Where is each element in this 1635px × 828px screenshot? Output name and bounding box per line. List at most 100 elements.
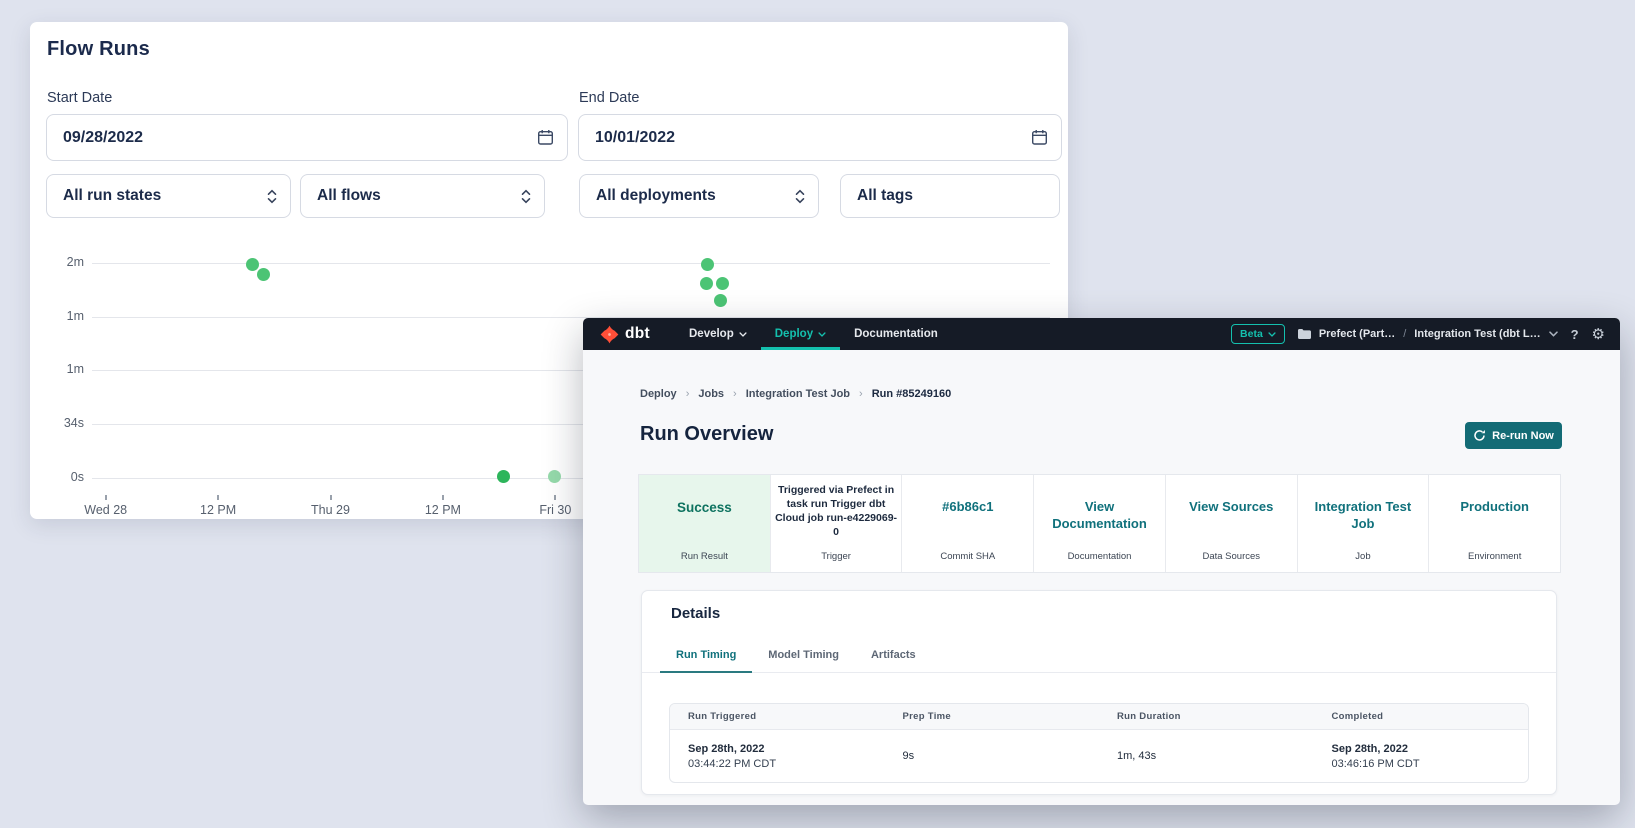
prefect-flow-runs-window: Flow Runs Start Date End Date 09/28/2022… [30,22,1068,519]
navbar-right: Beta Prefect (Part… / Integration Test (… [1231,318,1605,350]
x-axis-tick [217,495,220,500]
summary-caption: Trigger [821,551,851,562]
breadcrumb-separator: › [859,388,863,400]
summary-cell-run-result: Success Run Result [639,475,771,572]
cell-line-1: Sep 28th, 2022 [688,742,765,755]
summary-caption: Commit SHA [940,551,996,562]
filter-label: All flows [317,187,381,204]
cell-value: 1m, 43s [1117,750,1157,762]
tab-run-timing[interactable]: Run Timing [660,639,753,673]
cell-line-2: 03:44:22 PM CDT [688,757,777,770]
nav-label: Documentation [854,328,938,340]
chevron-updown-icon [521,189,531,204]
environment-name: Integration Test (dbt L… [1414,328,1541,340]
chevron-down-icon [1548,331,1558,337]
chart-gridline [92,316,1050,318]
chevron-down-icon [1268,331,1276,337]
details-tabbar: Run Timing Model Timing Artifacts [642,639,1556,673]
flow-run-point[interactable] [246,258,260,272]
rerun-now-button[interactable]: Re-run Now [1465,422,1562,449]
end-date-input[interactable]: 10/01/2022 [578,114,1062,161]
nav-label: Develop [689,328,734,340]
summary-value[interactable]: Production [1460,499,1529,514]
summary-cell-trigger: Triggered via Prefect in task run Trigge… [771,475,903,572]
settings-gear-icon[interactable]: ⚙ [1591,325,1605,343]
summary-value[interactable]: #6b86c1 [942,499,994,514]
flow-run-point[interactable] [547,469,561,483]
nav-label: Deploy [774,328,814,340]
cell-line-1: Sep 28th, 2022 [1331,742,1408,755]
end-date-label: End Date [579,90,640,106]
start-date-label: Start Date [47,90,113,106]
x-axis-label: Wed 28 [84,503,128,517]
summary-value: Success [676,500,732,515]
summary-value[interactable]: Integration Test Job [1314,499,1412,531]
details-title: Details [671,605,721,622]
nav-develop[interactable]: Develop [675,318,761,350]
x-axis-tick [329,495,332,500]
page-title: Run Overview [640,423,774,445]
summary-cell-job: Integration Test Job Job [1298,475,1430,572]
x-axis-tick [441,495,444,500]
help-button[interactable]: ? [1570,326,1579,342]
project-environment-switcher[interactable]: Prefect (Part… / Integration Test (dbt L… [1297,328,1558,340]
summary-value[interactable]: View Sources [1189,499,1274,514]
nav-deploy[interactable]: Deploy [760,318,841,350]
flow-run-point[interactable] [700,258,714,272]
x-axis-label: Thu 29 [311,503,350,517]
chart-gridline [92,370,1050,372]
flow-run-point[interactable] [715,277,729,291]
filter-select-all-deployments[interactable]: All deployments [579,174,819,218]
filter-label: All tags [857,187,913,204]
chevron-down-icon [818,331,826,337]
filter-select-all-tags[interactable]: All tags [840,174,1060,218]
refresh-icon [1473,429,1486,442]
filter-label: All deployments [596,187,716,204]
dbt-logo-text: dbt [625,325,650,342]
y-axis-label: 34s [63,416,84,431]
nav-documentation[interactable]: Documentation [840,318,952,350]
summary-cell-commit-sha: #6b86c1 Commit SHA [902,475,1035,572]
end-date-value: 10/01/2022 [595,128,676,146]
summary-value: Triggered via Prefect in task run Trigge… [775,484,898,538]
flow-run-point[interactable] [713,294,727,308]
calendar-icon[interactable] [1031,129,1048,146]
dbt-logo[interactable]: dbt [600,318,650,350]
flow-run-point[interactable] [699,277,713,291]
column-header-run-duration: Run Duration [1117,711,1181,722]
breadcrumb-separator: › [733,388,737,400]
column-header-prep-time: Prep Time [902,711,951,722]
x-axis-label: 12 PM [424,503,461,517]
flow-run-point[interactable] [497,469,511,483]
table-cell: 1m, 43s [1099,750,1314,762]
breadcrumb-item-integration-test-job[interactable]: Integration Test Job [745,388,851,400]
filter-select-all-flows[interactable]: All flows [300,174,545,218]
beta-dropdown[interactable]: Beta [1231,324,1285,344]
summary-cell-documentation: View Documentation Documentation [1034,475,1166,572]
tab-model-timing[interactable]: Model Timing [768,649,839,661]
breadcrumb: Deploy › Jobs › Integration Test Job › Run #85… [640,388,951,400]
y-axis-label: 1m [66,308,84,323]
cell-value: 9s [902,750,915,762]
chevron-down-icon [739,331,747,337]
summary-value[interactable]: View Documentation [1052,499,1147,531]
x-axis-label: Fri 30 [539,503,572,517]
breadcrumb-item-jobs[interactable]: Jobs [698,388,725,400]
table-cell: 9s [885,750,1100,762]
summary-caption: Data Sources [1202,551,1261,562]
dbt-logo-icon [600,325,619,344]
summary-caption: Documentation [1067,551,1132,562]
details-card: Details Run Timing Model Timing Artifacts … [641,590,1557,795]
start-date-value: 09/28/2022 [63,128,144,146]
run-timing-table: Run Triggered Prep Time Run Duration Comple… [669,703,1529,783]
column-header-run-triggered: Run Triggered [688,711,757,722]
flow-run-point[interactable] [257,267,271,281]
table-row: Sep 28th, 2022 03:44:22 PM CDT 9s 1m, 43s Se… [670,730,1528,782]
filter-select-all-run-states[interactable]: All run states [46,174,291,218]
y-axis-label: 0s [70,470,84,484]
calendar-icon[interactable] [537,129,554,146]
flow-runs-title: Flow Runs [47,38,150,60]
start-date-input[interactable]: 09/28/2022 [46,114,568,161]
tab-artifacts[interactable]: Artifacts [870,649,916,661]
breadcrumb-item-deploy[interactable]: Deploy [640,388,677,400]
